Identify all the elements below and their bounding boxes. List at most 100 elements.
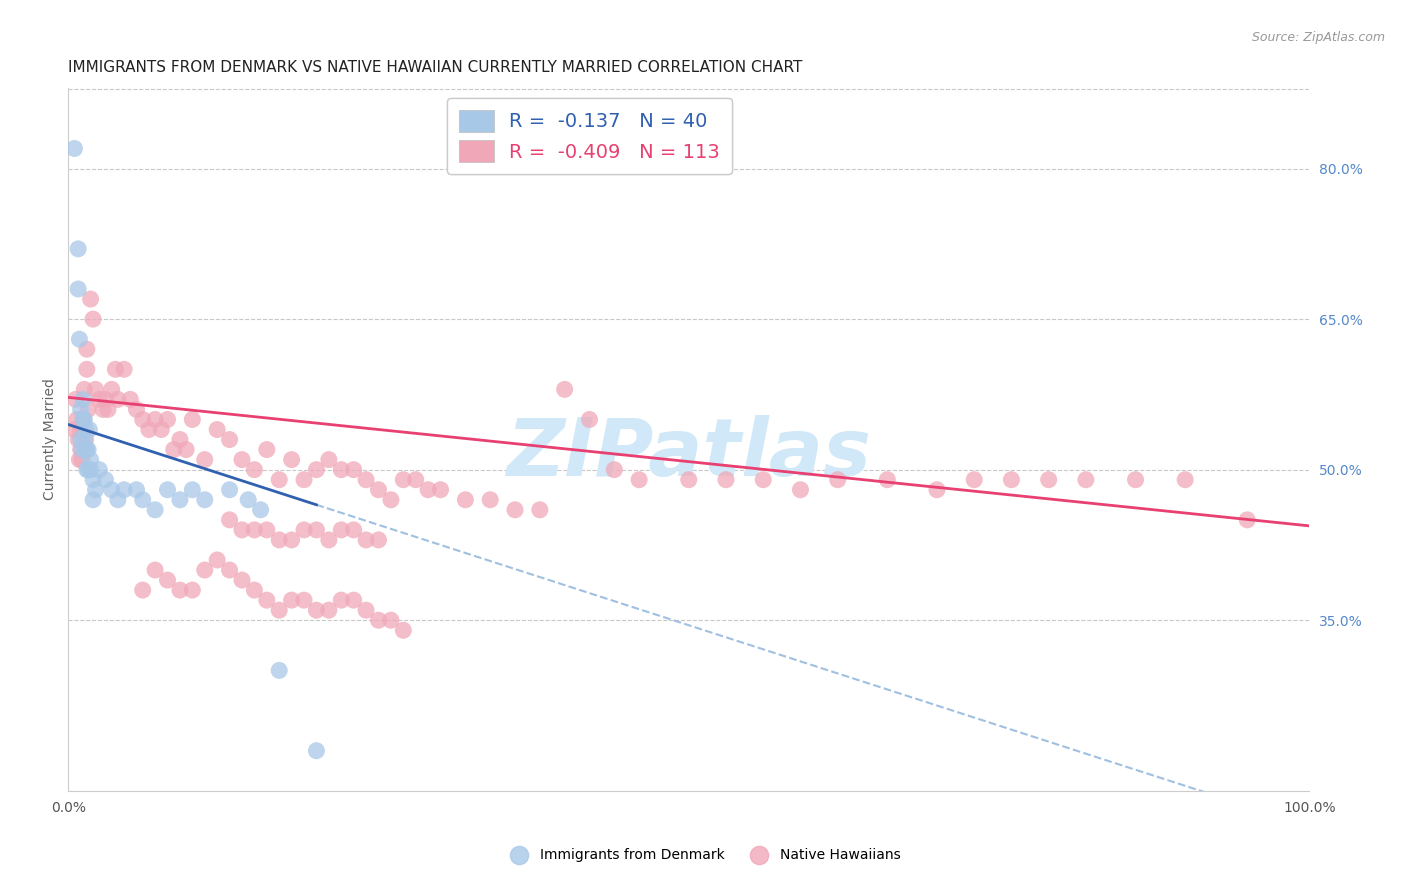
Legend: R =  -0.137   N = 40, R =  -0.409   N = 113: R = -0.137 N = 40, R = -0.409 N = 113: [447, 98, 731, 174]
Point: [91, 402, 114, 417]
Point: [112, 362, 135, 376]
Point: [218, 433, 240, 447]
Point: [354, 533, 377, 547]
Point: [169, 583, 191, 598]
Point: [77, 442, 100, 457]
Point: [76, 442, 98, 457]
Point: [84, 483, 107, 497]
Point: [156, 573, 179, 587]
Point: [367, 613, 389, 627]
Point: [231, 523, 253, 537]
Point: [65, 392, 87, 407]
Point: [63, 423, 86, 437]
Point: [181, 483, 204, 497]
Legend: Immigrants from Denmark, Native Hawaiians: Immigrants from Denmark, Native Hawaiian…: [499, 842, 907, 867]
Point: [269, 664, 291, 678]
Point: [305, 603, 328, 617]
Point: [82, 312, 104, 326]
Point: [752, 473, 775, 487]
Point: [318, 603, 340, 617]
Point: [194, 492, 217, 507]
Point: [69, 423, 91, 437]
Point: [76, 463, 98, 477]
Point: [292, 593, 315, 607]
Point: [73, 433, 96, 447]
Point: [354, 473, 377, 487]
Point: [305, 463, 328, 477]
Text: Source: ZipAtlas.com: Source: ZipAtlas.com: [1251, 31, 1385, 45]
Point: [256, 442, 278, 457]
Point: [63, 141, 86, 155]
Point: [131, 492, 153, 507]
Point: [256, 593, 278, 607]
Point: [343, 593, 366, 607]
Point: [367, 533, 389, 547]
Point: [318, 533, 340, 547]
Point: [454, 492, 477, 507]
Point: [827, 473, 849, 487]
Point: [269, 533, 291, 547]
Point: [143, 563, 166, 577]
Point: [503, 503, 526, 517]
Point: [84, 383, 107, 397]
Point: [418, 483, 440, 497]
Point: [72, 412, 94, 426]
Point: [876, 473, 898, 487]
Point: [120, 392, 142, 407]
Point: [66, 412, 89, 426]
Point: [79, 292, 101, 306]
Point: [231, 452, 253, 467]
Point: [67, 282, 90, 296]
Point: [70, 452, 93, 467]
Text: IMMIGRANTS FROM DENMARK VS NATIVE HAWAIIAN CURRENTLY MARRIED CORRELATION CHART: IMMIGRANTS FROM DENMARK VS NATIVE HAWAII…: [69, 60, 803, 75]
Point: [143, 412, 166, 426]
Point: [67, 242, 90, 256]
Point: [75, 442, 97, 457]
Point: [231, 573, 253, 587]
Point: [67, 433, 90, 447]
Point: [392, 624, 415, 638]
Point: [292, 473, 315, 487]
Point: [125, 402, 148, 417]
Point: [628, 473, 651, 487]
Point: [330, 523, 353, 537]
Point: [107, 392, 129, 407]
Point: [69, 442, 91, 457]
Point: [218, 563, 240, 577]
Point: [479, 492, 502, 507]
Point: [131, 583, 153, 598]
Point: [77, 402, 100, 417]
Point: [100, 483, 122, 497]
Point: [925, 483, 948, 497]
Point: [269, 473, 291, 487]
Point: [429, 483, 451, 497]
Point: [280, 533, 302, 547]
Point: [89, 463, 111, 477]
Point: [318, 452, 340, 467]
Point: [97, 402, 120, 417]
Point: [280, 452, 302, 467]
Point: [194, 452, 217, 467]
Point: [150, 423, 173, 437]
Point: [218, 483, 240, 497]
Y-axis label: Currently Married: Currently Married: [44, 378, 58, 500]
Point: [243, 463, 266, 477]
Point: [69, 402, 91, 417]
Point: [243, 583, 266, 598]
Point: [678, 473, 700, 487]
Point: [94, 473, 117, 487]
Point: [70, 442, 93, 457]
Point: [380, 492, 402, 507]
Point: [77, 463, 100, 477]
Point: [169, 433, 191, 447]
Text: ZIPatlas: ZIPatlas: [506, 415, 872, 492]
Point: [963, 473, 986, 487]
Point: [72, 412, 94, 426]
Point: [89, 392, 111, 407]
Point: [181, 583, 204, 598]
Point: [1038, 473, 1060, 487]
Point: [367, 483, 389, 497]
Point: [1125, 473, 1147, 487]
Point: [238, 492, 260, 507]
Point: [292, 523, 315, 537]
